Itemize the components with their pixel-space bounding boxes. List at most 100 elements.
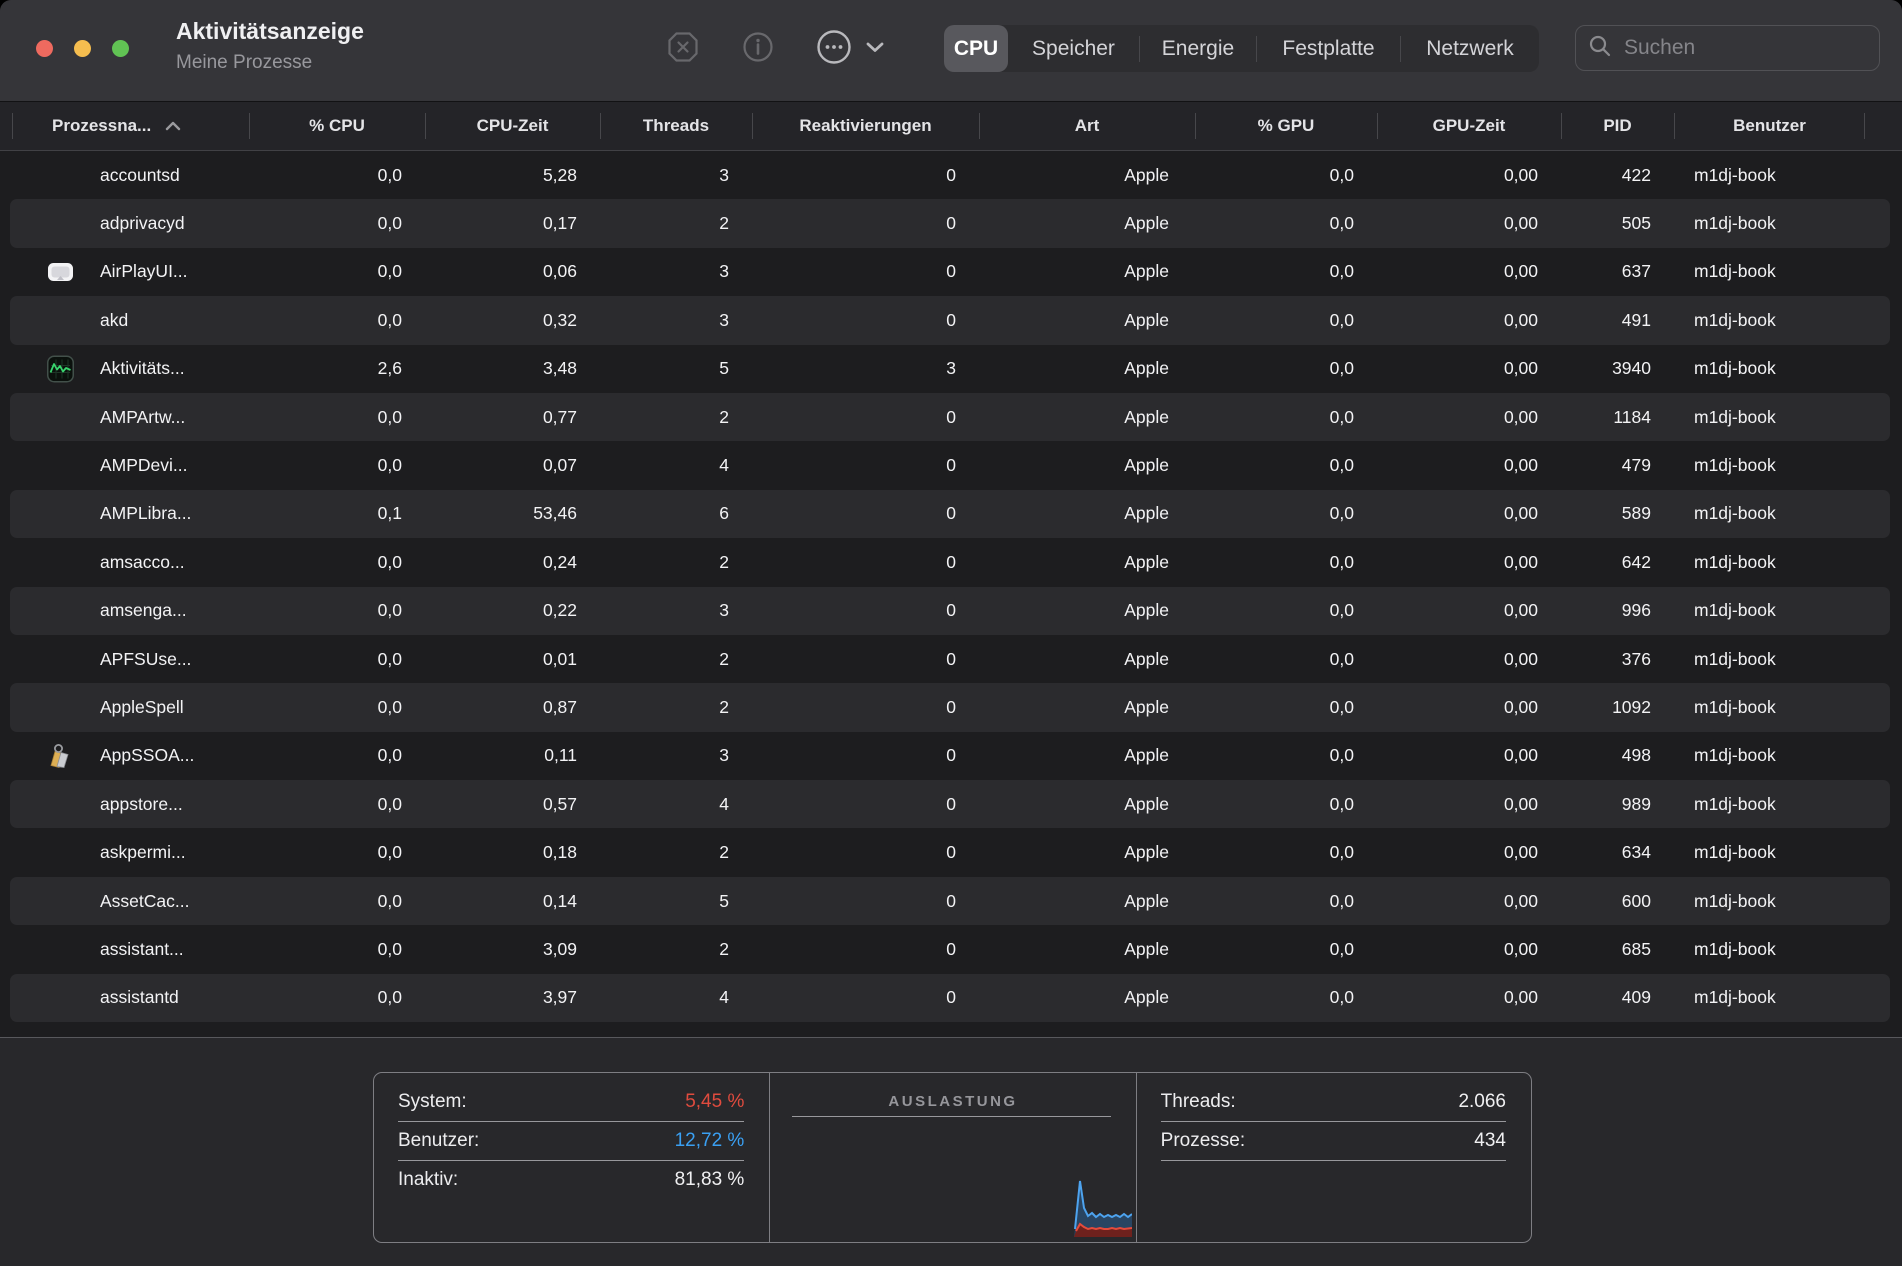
cell-pid: 589	[1621, 503, 1651, 524]
cell-name: accountsd	[100, 164, 180, 185]
table-row[interactable]: Aktivitäts... 2,6 3,48 5 3 Apple 0,0 0,00 3940 m1…	[0, 345, 1902, 393]
tab-netzwerk[interactable]: Netzwerk	[1426, 36, 1514, 60]
tab-festplatte[interactable]: Festplatte	[1282, 36, 1375, 60]
cell-cpu_time: 0,77	[542, 406, 577, 427]
load-section: AUSLASTUNG	[770, 1073, 1137, 1242]
table-row[interactable]: AMPDevi... 0,0 0,07 4 0 Apple 0,0 0,00 479 m1dj-b…	[0, 441, 1902, 489]
table-row[interactable]: AMPLibra... 0,1 53,46 6 0 Apple 0,0 0,00 589 m1dj…	[0, 489, 1902, 539]
cell-threads: 3	[719, 261, 729, 282]
cell-pid: 3940	[1612, 358, 1651, 379]
cell-cpu_time: 0,22	[542, 600, 577, 621]
zoom-button[interactable]	[112, 40, 129, 57]
column-header-threads[interactable]: Threads	[600, 102, 752, 150]
search-field[interactable]	[1575, 25, 1897, 71]
cell-pid: 996	[1621, 600, 1651, 621]
cell-idle_wake_ups: 0	[946, 600, 956, 621]
info-button[interactable]	[736, 26, 780, 70]
cell-gpu: 0,0	[1329, 938, 1354, 959]
cell-idle_wake_ups: 0	[946, 793, 956, 814]
table-row[interactable]: AppSSOA... 0,0 0,11 3 0 Apple 0,0 0,00 498 m1dj-b…	[0, 732, 1902, 780]
processes-row: Prozesse: 434	[1160, 1122, 1506, 1161]
cell-idle_wake_ups: 0	[946, 696, 956, 717]
close-button[interactable]	[36, 40, 53, 57]
cell-user: m1dj-book	[1694, 455, 1776, 476]
tab-speicher[interactable]: Speicher	[1032, 36, 1115, 60]
airplay-ui-icon	[47, 258, 74, 285]
table-row[interactable]: amsenga... 0,0 0,22 3 0 Apple 0,0 0,00 996 m1dj-b…	[0, 586, 1902, 636]
minimize-button[interactable]	[74, 40, 91, 57]
more-options-button[interactable]	[812, 26, 884, 70]
threads-row: Threads: 2.066	[1160, 1083, 1506, 1122]
cpu-summary-panel: System: 5,45 % Benutzer: 12,72 % Inaktiv…	[373, 1072, 1532, 1243]
load-title: AUSLASTUNG	[888, 1093, 1018, 1110]
cell-gpu_time: 0,00	[1503, 793, 1538, 814]
cell-pid: 642	[1621, 551, 1651, 572]
cell-cpu: 0,0	[377, 648, 402, 669]
cell-idle_wake_ups: 3	[946, 358, 956, 379]
search-input[interactable]	[1622, 35, 1897, 61]
cell-threads: 2	[719, 406, 729, 427]
column-header-kind[interactable]: Art	[979, 102, 1195, 150]
column-header-cpu_time[interactable]: CPU-Zeit	[425, 102, 600, 150]
cell-cpu_time: 0,87	[542, 696, 577, 717]
table-row[interactable]: accountsd 0,0 5,28 3 0 Apple 0,0 0,00 422 m1dj-bo…	[0, 151, 1902, 199]
cell-cpu: 0,0	[377, 600, 402, 621]
table-row[interactable]: assistant... 0,0 3,09 2 0 Apple 0,0 0,00 685 m1dj…	[0, 925, 1902, 973]
table-row[interactable]: assistantd 0,0 3,97 4 0 Apple 0,0 0,00 409 m1dj-b…	[0, 973, 1902, 1023]
table-row[interactable]: adprivacyd 0,0 0,17 2 0 Apple 0,0 0,00 505 m1dj-b…	[0, 199, 1902, 249]
column-header-label: PID	[1603, 116, 1632, 135]
toolbar: Aktivitätsanzeige Meine Prozesse	[0, 0, 1902, 102]
table-row[interactable]: AssetCac... 0,0 0,14 5 0 Apple 0,0 0,00 600 m1dj-…	[0, 876, 1902, 926]
table-row[interactable]: askpermi... 0,0 0,18 2 0 Apple 0,0 0,00 634 m1dj-…	[0, 828, 1902, 876]
cell-cpu_time: 0,06	[542, 261, 577, 282]
cell-gpu_time: 0,00	[1503, 503, 1538, 524]
process-table: accountsd 0,0 5,28 3 0 Apple 0,0 0,00 422 m1dj-bo…	[0, 151, 1902, 1023]
cell-user: m1dj-book	[1694, 213, 1776, 234]
cell-cpu: 0,0	[377, 455, 402, 476]
cell-cpu: 0,1	[377, 503, 402, 524]
cell-name: assistant...	[100, 938, 184, 959]
table-row[interactable]: AirPlayUI... 0,0 0,06 3 0 Apple 0,0 0,00 637 m1dj…	[0, 248, 1902, 296]
cell-kind: Apple	[1124, 261, 1169, 282]
column-header-name[interactable]: Prozessna...	[0, 102, 249, 150]
cell-gpu: 0,0	[1329, 455, 1354, 476]
column-header-user[interactable]: Benutzer	[1674, 102, 1865, 150]
table-row[interactable]: AMPArtw... 0,0 0,77 2 0 Apple 0,0 0,00 1184 m1dj-…	[0, 392, 1902, 442]
column-header-label: Benutzer	[1733, 116, 1806, 135]
user-label: Benutzer:	[398, 1130, 480, 1151]
column-header-gpu[interactable]: % GPU	[1195, 102, 1377, 150]
cell-cpu: 0,0	[377, 938, 402, 959]
system-row: System: 5,45 %	[398, 1083, 745, 1122]
cell-kind: Apple	[1124, 164, 1169, 185]
tab-energie[interactable]: Energie	[1161, 36, 1235, 60]
cell-gpu_time: 0,00	[1503, 213, 1538, 234]
tab-cpu[interactable]: CPU	[944, 25, 1008, 72]
column-header-gpu_time[interactable]: GPU-Zeit	[1377, 102, 1561, 150]
table-row[interactable]: AppleSpell 0,0 0,87 2 0 Apple 0,0 0,00 1092 m1dj-…	[0, 683, 1902, 733]
footer-area: System: 5,45 % Benutzer: 12,72 % Inaktiv…	[0, 1038, 1902, 1266]
column-header-cpu[interactable]: % CPU	[249, 102, 425, 150]
cell-kind: Apple	[1124, 213, 1169, 234]
cell-name: adprivacyd	[100, 213, 185, 234]
cell-pid: 498	[1621, 745, 1651, 766]
stop-process-button[interactable]	[661, 26, 705, 70]
cell-idle_wake_ups: 0	[946, 648, 956, 669]
cell-gpu_time: 0,00	[1503, 842, 1538, 863]
table-row[interactable]: APFSUse... 0,0 0,01 2 0 Apple 0,0 0,00 376 m1dj-b…	[0, 635, 1902, 683]
column-header-idle_wake_ups[interactable]: Reaktivierungen	[752, 102, 979, 150]
table-row[interactable]: appstore... 0,0 0,57 4 0 Apple 0,0 0,00 989 m1dj-…	[0, 780, 1902, 829]
cell-idle_wake_ups: 0	[946, 455, 956, 476]
cell-pid: 1092	[1612, 696, 1651, 717]
table-row[interactable]: akd 0,0 0,32 3 0 Apple 0,0 0,00 491 m1dj-book	[0, 296, 1902, 345]
cell-threads: 2	[719, 842, 729, 863]
cell-name: APFSUse...	[100, 648, 192, 669]
cell-gpu_time: 0,00	[1503, 455, 1538, 476]
column-header-pid[interactable]: PID	[1561, 102, 1674, 150]
cell-cpu_time: 0,17	[542, 213, 577, 234]
table-row[interactable]: amsacco... 0,0 0,24 2 0 Apple 0,0 0,00 642 m1dj-b…	[0, 538, 1902, 586]
header-left-divider	[12, 113, 13, 139]
cell-cpu: 0,0	[377, 842, 402, 863]
processes-value: 434	[1474, 1130, 1506, 1151]
cell-user: m1dj-book	[1694, 648, 1776, 669]
cell-gpu_time: 0,00	[1503, 164, 1538, 185]
